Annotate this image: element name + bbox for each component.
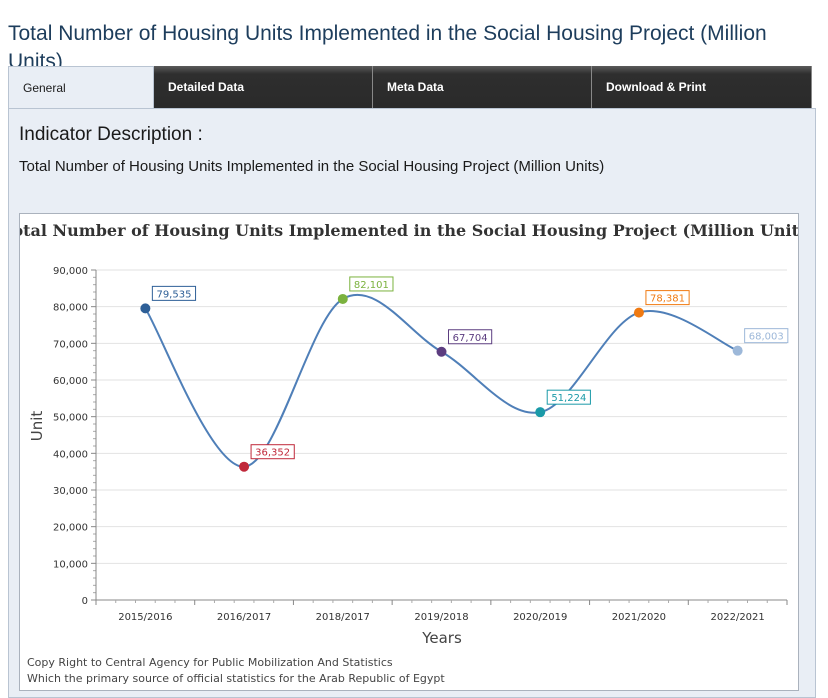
data-point [337,293,348,304]
x-tick-label: 2022/2021 [711,612,765,623]
y-tick-label: 20,000 [53,523,88,534]
y-tick-label: 50,000 [53,413,88,424]
tab-general[interactable]: General [8,66,154,109]
data-points [140,293,743,472]
line-chart: Total Number of Housing Units Implemente… [2,221,815,685]
y-tick-label: 10,000 [53,559,88,570]
y-tick-label: 90,000 [53,266,88,277]
data-label: 36,352 [255,448,290,459]
data-label-box [448,329,493,345]
copyright-line-2: Which the primary source of official sta… [27,672,445,685]
data-label-box [250,444,295,460]
y-axis: 0 10,000 20,000 30,000 40,000 50,000 60,000 70,… [53,266,97,607]
y-tick-label: 60,000 [53,376,88,387]
x-tick-label: 2015/2016 [118,612,172,623]
data-label: 79,535 [156,289,191,300]
data-point [732,345,743,356]
indicator-description-heading: Indicator Description : [19,124,203,145]
data-label: 68,003 [749,332,784,343]
series-line [144,293,739,468]
data-label: 78,381 [650,294,685,305]
tab-bar: General Detailed Data Meta Data Download… [8,66,812,109]
data-point [535,407,546,418]
chart-title: Total Number of Housing Units Implemente… [20,221,798,240]
data-point [239,461,250,472]
data-label: 67,704 [453,333,488,344]
tab-detailed-data[interactable]: Detailed Data [154,66,373,108]
data-label-box [744,328,789,344]
data-label-box [151,285,197,301]
x-axis: 2015/2016 2016/2017 2018/2017 2019/2018 2020… [95,599,788,623]
x-tick-label: 2020/2019 [513,612,567,623]
y-tick-label: 30,000 [53,486,88,497]
data-label-box [349,276,394,292]
x-tick-label: 2018/2017 [316,612,370,623]
y-tick-label: 80,000 [53,303,88,314]
y-tick-label: 40,000 [53,449,88,460]
tab-download-print[interactable]: Download & Print [592,66,812,108]
grid-lines [96,269,787,601]
data-label: 51,224 [551,393,586,404]
data-point [140,303,151,314]
x-tick-label: 2019/2018 [414,612,468,623]
data-labels: 79,535 36,352 82,101 67,704 51,224 78,381 68,0… [151,276,789,460]
y-tick-label: 70,000 [53,339,88,350]
data-point [633,307,644,318]
x-axis-title: Years [421,629,462,647]
x-tick-label: 2021/2020 [612,612,666,623]
data-point [436,346,447,357]
data-label-box [546,389,591,405]
data-label: 82,101 [354,280,389,291]
indicator-description-text: Total Number of Housing Units Implemente… [19,158,605,175]
copyright-line-1: Copy Right to Central Agency for Public … [27,656,393,669]
tab-meta-data[interactable]: Meta Data [373,66,592,108]
chart-container: Total Number of Housing Units Implemente… [2,213,816,691]
data-label-box [645,290,690,306]
y-tick-label: 0 [82,596,88,607]
y-axis-title: Unit [28,411,46,442]
x-tick-label: 2016/2017 [217,612,271,623]
